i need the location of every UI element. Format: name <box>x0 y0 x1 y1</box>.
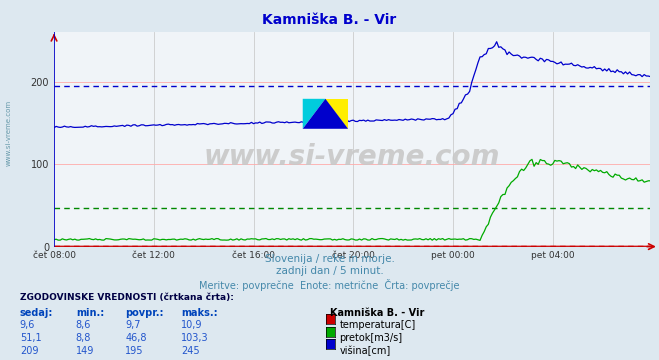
Text: www.si-vreme.com: www.si-vreme.com <box>204 143 500 171</box>
Text: 51,1: 51,1 <box>20 333 42 343</box>
Text: 9,7: 9,7 <box>125 320 141 330</box>
Text: Slovenija / reke in morje.: Slovenija / reke in morje. <box>264 254 395 264</box>
FancyBboxPatch shape <box>302 99 348 129</box>
Text: sedaj:: sedaj: <box>20 308 53 318</box>
Text: višina[cm]: višina[cm] <box>339 346 391 356</box>
Text: 103,3: 103,3 <box>181 333 209 343</box>
Text: 245: 245 <box>181 346 200 356</box>
Text: Kamniška B. - Vir: Kamniška B. - Vir <box>330 308 424 318</box>
Text: min.:: min.: <box>76 308 104 318</box>
Text: 8,8: 8,8 <box>76 333 91 343</box>
Text: maks.:: maks.: <box>181 308 218 318</box>
Polygon shape <box>302 99 348 129</box>
Text: Meritve: povprečne  Enote: metrične  Črta: povprečje: Meritve: povprečne Enote: metrične Črta:… <box>199 279 460 291</box>
Text: 9,6: 9,6 <box>20 320 35 330</box>
Text: 149: 149 <box>76 346 94 356</box>
Text: www.si-vreme.com: www.si-vreme.com <box>5 100 11 166</box>
Polygon shape <box>326 99 348 129</box>
Text: Kamniška B. - Vir: Kamniška B. - Vir <box>262 13 397 27</box>
Text: 46,8: 46,8 <box>125 333 147 343</box>
Text: 8,6: 8,6 <box>76 320 91 330</box>
Text: temperatura[C]: temperatura[C] <box>339 320 416 330</box>
Text: povpr.:: povpr.: <box>125 308 163 318</box>
Text: 209: 209 <box>20 346 38 356</box>
Text: zadnji dan / 5 minut.: zadnji dan / 5 minut. <box>275 266 384 276</box>
Polygon shape <box>302 99 326 129</box>
Text: ZGODOVINSKE VREDNOSTI (črtkana črta):: ZGODOVINSKE VREDNOSTI (črtkana črta): <box>20 293 234 302</box>
Text: 10,9: 10,9 <box>181 320 203 330</box>
Text: 195: 195 <box>125 346 144 356</box>
Text: pretok[m3/s]: pretok[m3/s] <box>339 333 403 343</box>
